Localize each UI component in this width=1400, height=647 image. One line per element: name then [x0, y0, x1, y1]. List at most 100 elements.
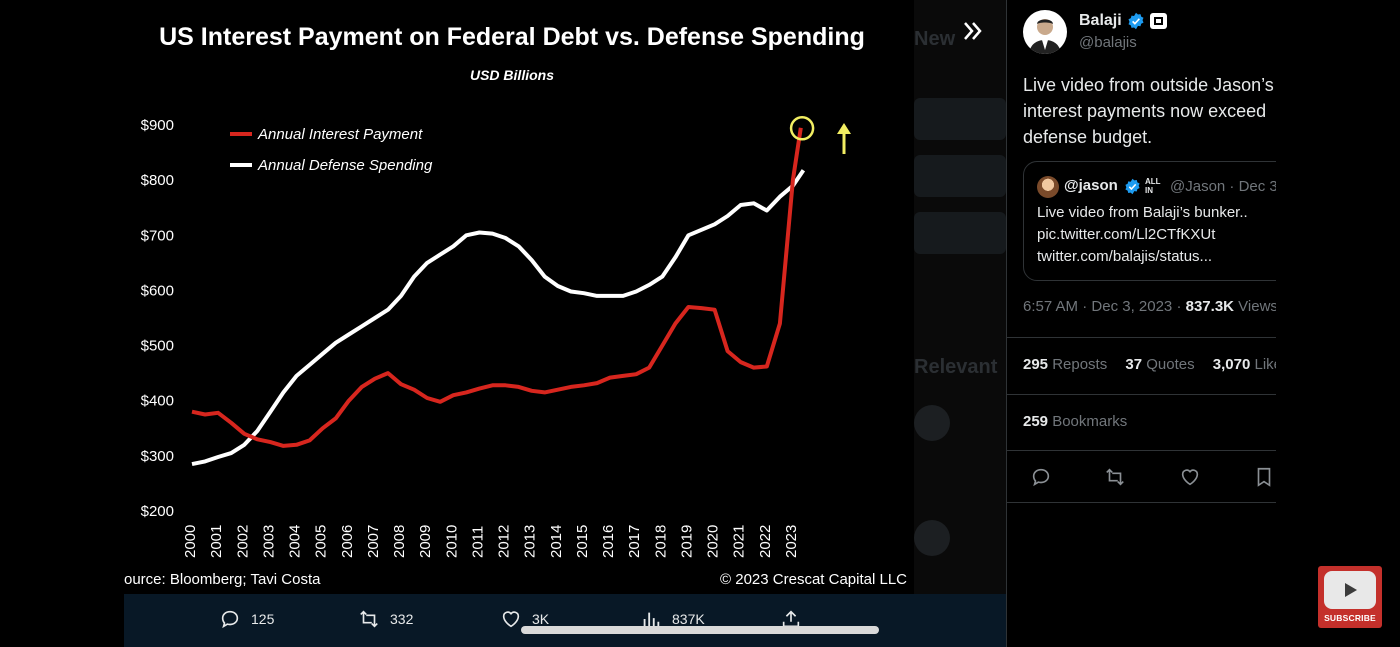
tweet-timestamp: 6:57 AM · Dec 3, 2023 · 837.3K Views [1023, 298, 1276, 315]
views-chart-icon [643, 612, 660, 627]
highlight-arrow [837, 123, 851, 154]
y-tick-label: $700 [141, 227, 174, 244]
y-tick-label: $600 [141, 282, 174, 299]
tweet-time[interactable]: 6:57 AM [1023, 298, 1079, 315]
y-tick-label: $500 [141, 338, 174, 355]
heart-icon [502, 611, 520, 628]
divider [1007, 394, 1276, 395]
author-name[interactable]: Balaji [1079, 12, 1122, 29]
divider [1007, 502, 1276, 503]
x-tick-label: 2010 [443, 525, 460, 558]
x-tick-label: 2021 [731, 525, 748, 558]
tweet-detail-panel: Balaji @balajis Live video from outside … [1006, 0, 1276, 647]
tweet-date[interactable]: Dec 3, 2023 [1091, 298, 1173, 315]
repost-icon [360, 610, 378, 628]
repost-count: 332 [390, 611, 414, 627]
legend-label-interest: Annual Interest Payment [257, 126, 423, 143]
quotes-stat[interactable]: 37 Quotes [1125, 356, 1195, 373]
chart-source: ource: Bloomberg; Tavi Costa [124, 571, 321, 588]
x-tick-label: 2003 [260, 525, 277, 558]
reply-action[interactable]: 125 [219, 608, 274, 630]
bookmark-icon[interactable] [1253, 466, 1275, 488]
ghost-box [914, 98, 1006, 140]
views-count: 837K [672, 611, 705, 627]
quote-tweet-card[interactable]: @jason ALL IN @Jason · Dec 3 Live video … [1023, 161, 1276, 281]
quote-text: Live video from Balaji’s bunker.. pic.tw… [1037, 204, 1248, 265]
chart-subtitle: USD Billions [470, 67, 554, 83]
youtube-subscribe-button[interactable]: SUBSCRIBE [1318, 566, 1382, 628]
repost-action[interactable]: 332 [358, 608, 413, 630]
x-tick-label: 2023 [783, 525, 800, 558]
affiliate-badge-icon [1150, 13, 1167, 29]
all-in-badge-line2: IN [1145, 186, 1153, 195]
quote-author-name: @jason [1064, 177, 1118, 194]
legend-label-defense: Annual Defense Spending [257, 157, 433, 174]
media-action-bar: 125 332 3K 837K [124, 594, 1006, 647]
ghost-avatar [914, 405, 950, 441]
all-in-badge-icon: ALL IN [1145, 177, 1165, 195]
ghost-avatar [914, 520, 950, 556]
reply-count: 125 [251, 611, 275, 627]
y-tick-label: $400 [141, 393, 174, 410]
author-avatar[interactable] [1023, 10, 1067, 54]
x-tick-label: 2013 [522, 525, 539, 558]
all-in-badge-line1: ALL [1145, 177, 1161, 186]
verified-badge-icon [1125, 178, 1140, 195]
highlight-circle [789, 116, 815, 141]
ghost-box [914, 212, 1006, 254]
x-tick-label: 2020 [705, 525, 722, 558]
bookmarks-stat[interactable]: 259 Bookmarks [1023, 413, 1128, 430]
chart: US Interest Payment on Federal Debt vs. … [124, 23, 907, 588]
video-scrub-bar[interactable] [521, 626, 879, 634]
like-count: 3K [532, 611, 550, 627]
tweet-stats-row: 295 Reposts 37 Quotes 3,070 Likes [1023, 356, 1276, 373]
quote-author-avatar [1037, 176, 1059, 198]
chart-copyright: © 2023 Crescat Capital LLC [720, 571, 907, 588]
x-tick-label: 2018 [652, 525, 669, 558]
x-tick-label: 2007 [365, 525, 382, 558]
likes-stat[interactable]: 3,070 Likes [1212, 356, 1276, 373]
x-tick-label: 2022 [757, 525, 774, 558]
y-tick-label: $300 [141, 448, 174, 465]
x-tick-label: 2001 [208, 525, 225, 558]
x-tick-label: 2000 [182, 525, 199, 558]
series-line-defense [191, 169, 806, 467]
x-tick-label: 2019 [678, 525, 695, 558]
divider [1007, 450, 1276, 451]
series-line-interest [191, 127, 803, 448]
chart-title: US Interest Payment on Federal Debt vs. … [159, 23, 865, 51]
x-tick-label: 2014 [548, 525, 565, 558]
ghost-box [914, 155, 1006, 197]
repost-icon[interactable] [1104, 466, 1126, 488]
x-tick-label: 2015 [574, 525, 591, 558]
y-tick-label: $900 [141, 117, 174, 134]
views-action[interactable]: 837K [640, 608, 705, 630]
author-handle[interactable]: @balajis [1079, 34, 1137, 51]
reply-icon[interactable] [1030, 466, 1052, 488]
x-tick-label: 2017 [626, 525, 643, 558]
x-tick-label: 2002 [234, 525, 251, 558]
x-tick-label: 2012 [496, 525, 513, 558]
x-tick-label: 2005 [313, 525, 330, 558]
chart-panel: US Interest Payment on Federal Debt vs. … [124, 0, 914, 594]
ghost-heading-new: New [914, 28, 956, 50]
x-tick-label: 2006 [339, 525, 356, 558]
tweet-views-count: 837.3K [1185, 298, 1234, 315]
heart-icon[interactable] [1179, 466, 1201, 488]
x-tick-label: 2016 [600, 525, 617, 558]
like-action[interactable]: 3K [500, 608, 549, 630]
ghost-heading-relevant: Relevant [914, 356, 998, 378]
x-tick-label: 2009 [417, 525, 434, 558]
expand-panel-icon[interactable] [958, 16, 988, 46]
youtube-play-icon [1324, 571, 1376, 609]
subscribe-label: SUBSCRIBE [1324, 613, 1376, 623]
x-tick-label: 2011 [469, 526, 486, 558]
reply-icon [221, 610, 239, 629]
y-tick-label: $800 [141, 172, 174, 189]
x-tick-label: 2008 [391, 525, 408, 558]
reposts-stat[interactable]: 295 Reposts [1023, 356, 1108, 373]
quote-handle-date: @Jason · Dec 3 [1170, 178, 1276, 195]
y-tick-label: $200 [141, 503, 174, 520]
tweet-text: Live video from outside Jason’s interest… [1023, 75, 1274, 147]
x-tick-label: 2004 [287, 525, 304, 558]
